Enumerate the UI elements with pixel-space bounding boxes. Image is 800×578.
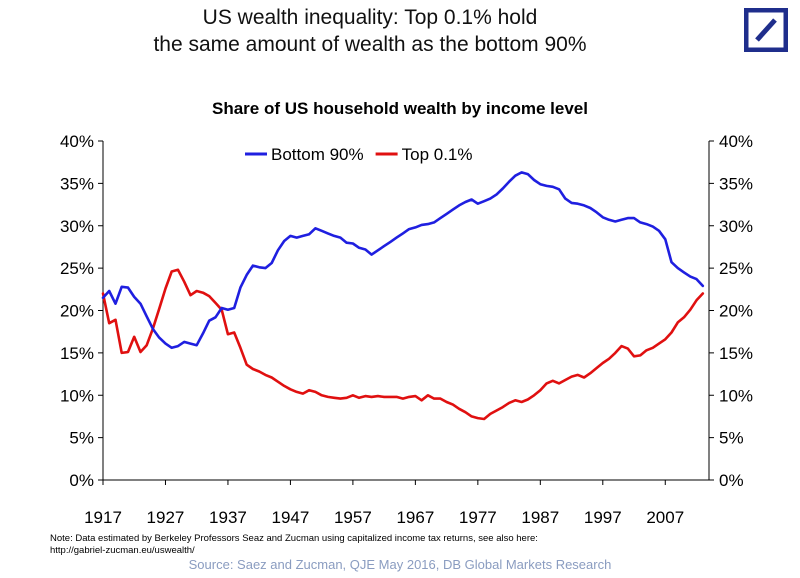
source-note: Source: Saez and Zucman, QJE May 2016, D… xyxy=(188,557,612,572)
y-tick-label-right: 30% xyxy=(719,217,753,236)
deutsche-bank-logo-icon xyxy=(744,8,788,52)
legend-label-bottom-90: Bottom 90% xyxy=(271,145,364,164)
y-tick-label-left: 10% xyxy=(60,386,94,405)
x-tick-label: 2007 xyxy=(646,508,684,527)
y-tick-label-left: 35% xyxy=(60,174,94,193)
legend-label-top-0-1: Top 0.1% xyxy=(402,145,473,164)
y-tick-label-right: 40% xyxy=(719,132,753,151)
series-line-top-0-1 xyxy=(101,268,705,421)
footnote-line-1: Note: Data estimated by Berkeley Profess… xyxy=(50,533,538,544)
y-tick-label-right: 15% xyxy=(719,344,753,363)
x-tick-label: 1937 xyxy=(209,508,247,527)
y-tick-label-left: 0% xyxy=(69,471,94,490)
x-tick-label: 1967 xyxy=(396,508,434,527)
y-tick-label-right: 0% xyxy=(719,471,744,490)
y-tick-label-left: 20% xyxy=(60,302,94,321)
headline: US wealth inequality: Top 0.1% hold the … xyxy=(60,4,680,58)
x-tick-label: 1957 xyxy=(334,508,372,527)
x-tick-label: 1927 xyxy=(147,508,185,527)
footnote: Note: Data estimated by Berkeley Profess… xyxy=(50,533,538,557)
headline-line-2: the same amount of wealth as the bottom … xyxy=(153,33,587,56)
x-tick-label: 1997 xyxy=(584,508,622,527)
y-tick-label-right: 25% xyxy=(719,259,753,278)
y-tick-label-left: 5% xyxy=(69,429,94,448)
footnote-line-2: http://gabriel-zucman.eu/uswealth/ xyxy=(50,545,195,556)
y-tick-label-right: 20% xyxy=(719,302,753,321)
x-tick-label: 1947 xyxy=(272,508,310,527)
y-tick-label-right: 35% xyxy=(719,174,753,193)
y-tick-label-left: 15% xyxy=(60,344,94,363)
x-tick-label: 1987 xyxy=(521,508,559,527)
y-tick-label-right: 5% xyxy=(719,429,744,448)
headline-line-1: US wealth inequality: Top 0.1% hold xyxy=(202,6,538,29)
y-tick-label-left: 25% xyxy=(60,259,94,278)
x-tick-label: 1977 xyxy=(459,508,497,527)
y-tick-label-left: 30% xyxy=(60,217,94,236)
x-tick-label: 1917 xyxy=(84,508,122,527)
y-tick-label-right: 10% xyxy=(719,386,753,405)
y-tick-label-left: 40% xyxy=(60,132,94,151)
series-line-bottom-90 xyxy=(101,171,705,350)
chart-title: Share of US household wealth by income l… xyxy=(212,99,588,118)
